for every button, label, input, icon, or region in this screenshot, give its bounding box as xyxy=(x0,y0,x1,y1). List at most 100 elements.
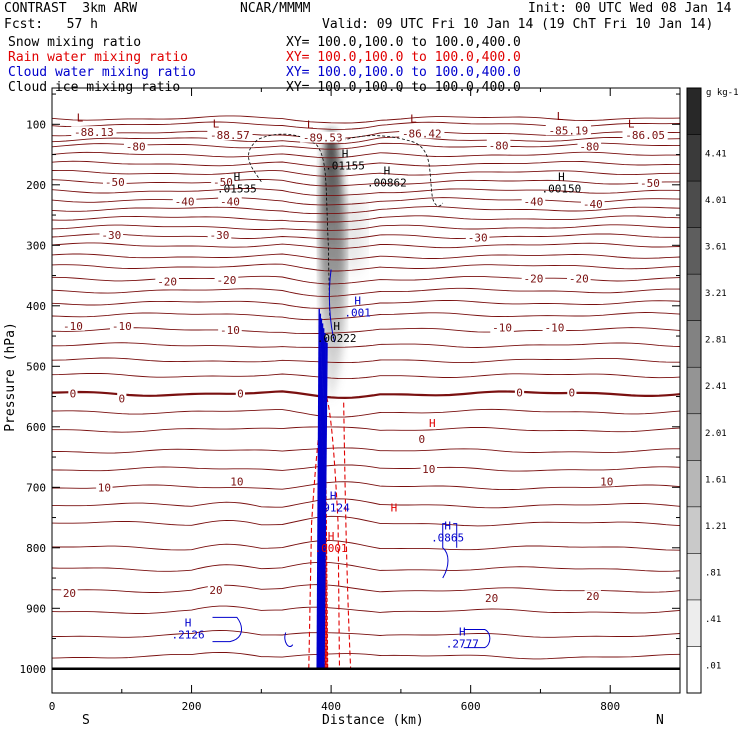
extremum-value: .0001 xyxy=(315,542,348,555)
low-marker: L xyxy=(557,110,564,123)
contour-label-background xyxy=(235,387,245,399)
isotherm-line xyxy=(52,215,680,223)
isotherm-label: 20 xyxy=(63,587,76,600)
x-axis-label: Distance (km) xyxy=(322,713,424,728)
x-tick-label: 800 xyxy=(600,700,620,713)
isotherm-line xyxy=(52,151,680,159)
isotherm-line xyxy=(52,242,680,249)
contour-label-background xyxy=(580,198,605,210)
isotherm-label: -20 xyxy=(157,276,177,289)
isotherm-label: -20 xyxy=(524,273,544,286)
isotherm-line xyxy=(52,447,680,454)
cloud-water-core-line xyxy=(320,328,325,669)
colorbar-frame xyxy=(686,87,702,694)
isotherm-label: 0 xyxy=(118,392,125,405)
cloud-ice-contour xyxy=(337,135,444,207)
isotherm-label: -80 xyxy=(126,141,146,154)
isotherm-label: 10 xyxy=(600,475,613,488)
isotherm-line xyxy=(52,253,680,261)
contour-label-background xyxy=(638,176,662,188)
rain-contour xyxy=(343,402,352,669)
isotherm-line xyxy=(52,188,680,197)
isotherm-line xyxy=(52,169,680,177)
isotherm-label: 10 xyxy=(422,463,435,476)
isotherm-line xyxy=(52,327,680,335)
field-xy-cloud-water: XY= 100.0,100.0 to 100.0,400.0 xyxy=(286,65,521,80)
isotherm-label: 0 xyxy=(237,388,244,401)
isotherm-label: 0 xyxy=(516,386,523,399)
field-xy-snow: XY= 100.0,100.0 to 100.0,400.0 xyxy=(286,35,521,50)
high-marker: H xyxy=(391,502,398,515)
high-marker: H xyxy=(459,626,466,639)
y-axis-label: Pressure (hPa) xyxy=(2,322,18,432)
isotherm-label: 20 xyxy=(485,592,498,605)
field-name-cloud-water: Cloud water mixing ratio xyxy=(8,65,196,80)
colorbar-segment xyxy=(687,413,701,461)
contour-label-background xyxy=(567,386,577,398)
cloud-water-contour xyxy=(463,628,491,649)
x-end-label-south: S xyxy=(82,713,90,728)
isotherm-line xyxy=(52,372,680,380)
colorbar-segment xyxy=(687,88,701,136)
isotherm-line xyxy=(52,115,680,124)
colorbar-tick-label: .81 xyxy=(705,568,721,578)
colorbar-segment xyxy=(687,227,701,275)
extremum-value: .00222 xyxy=(317,332,357,345)
isotherm-line xyxy=(52,233,680,240)
extremum-value: .00862 xyxy=(367,177,407,190)
isotherm-label: -30 xyxy=(468,231,488,244)
isotherm-line xyxy=(52,312,680,321)
colorbar-segment xyxy=(687,367,701,415)
contour-label-background xyxy=(211,175,235,187)
colorbar-tick-label: 1.21 xyxy=(705,522,727,532)
isotherm-line xyxy=(52,287,680,297)
high-marker: H xyxy=(429,417,436,430)
isotherm-line xyxy=(52,224,680,231)
contour-label-background xyxy=(96,481,113,493)
isotherm-label: 0 xyxy=(419,433,426,446)
isotherm-line xyxy=(52,408,680,418)
isotherm-line xyxy=(52,651,680,660)
cloud-water-core-line xyxy=(321,333,326,669)
contour-label-background xyxy=(218,195,242,207)
isotherm-label: -40 xyxy=(583,198,603,211)
low-marker: L xyxy=(307,119,314,132)
x-tick-label: 400 xyxy=(321,700,341,713)
y-tick-label: 700 xyxy=(26,481,46,494)
contour-label-background xyxy=(420,463,437,475)
isotherm-label: -10 xyxy=(112,320,132,333)
isotherm-label: -88.13 xyxy=(74,126,114,139)
isotherm-line xyxy=(52,136,680,145)
extremum-value: .01535 xyxy=(217,183,257,196)
colorbar-tick-label: .41 xyxy=(705,615,721,625)
cloud-water-contour xyxy=(442,523,458,579)
contour-label-background xyxy=(123,140,148,152)
colorbar-segment xyxy=(687,599,701,647)
isotherm-label: -86.42 xyxy=(402,127,442,140)
contour-label-background xyxy=(584,590,601,602)
cloud-water-core-line xyxy=(323,342,328,669)
isotherm-label: -50 xyxy=(105,176,125,189)
colorbar-segment xyxy=(687,320,701,368)
valid-time: Valid: 09 UTC Fri 10 Jan 14 (19 ChT Fri … xyxy=(322,17,714,32)
contour-label-background xyxy=(465,231,490,243)
extremum-value: .00150 xyxy=(542,183,582,196)
y-tick-label: 800 xyxy=(26,542,46,555)
colorbar-segment xyxy=(687,553,701,601)
extremum-value: .001 xyxy=(344,307,371,320)
cloud-water-core-line xyxy=(318,318,323,669)
isotherm-line xyxy=(52,263,680,272)
contour-label-background xyxy=(61,587,78,599)
cloud-water-core-line xyxy=(319,323,324,669)
contour-label-background xyxy=(61,319,85,331)
isotherm-line xyxy=(52,630,680,638)
colorbar-unit: g kg-1 xyxy=(706,88,739,98)
contour-label-background xyxy=(417,432,427,444)
y-tick-label: 200 xyxy=(26,179,46,192)
isotherm-label: -40 xyxy=(175,196,195,209)
contour-label-background xyxy=(117,392,127,404)
high-marker: H xyxy=(354,295,361,308)
isotherm-line xyxy=(52,206,680,215)
colorbar-segment xyxy=(687,274,701,322)
isotherm-label: -30 xyxy=(210,229,230,242)
